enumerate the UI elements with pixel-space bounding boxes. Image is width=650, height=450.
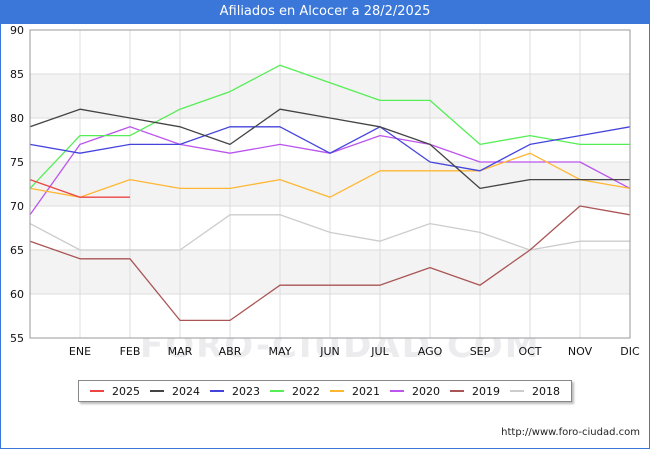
y-axis-tick-labels: 55 60 65 70 75 80 85 90 — [10, 24, 24, 345]
x-tick-label: AGO — [418, 345, 443, 358]
legend-label: 2025 — [112, 384, 140, 398]
legend-swatch — [150, 390, 164, 392]
y-tick-label: 65 — [10, 244, 24, 257]
legend-swatch — [90, 390, 104, 392]
chart-title: Afiliados en Alcocer a 28/2/2025 — [0, 0, 650, 24]
y-tick-label: 55 — [10, 332, 24, 345]
y-tick-label: 75 — [10, 156, 24, 169]
legend: 2025 2024 2023 2022 2021 2020 2019 2018 — [78, 380, 572, 402]
series-line-2023 — [29, 126, 631, 172]
legend-item-2025: 2025 — [90, 385, 140, 398]
legend-label: 2018 — [532, 384, 560, 398]
legend-item-2023: 2023 — [210, 385, 260, 398]
legend-label: 2023 — [232, 384, 260, 398]
plot-border — [29, 29, 631, 339]
x-tick-label: JUL — [370, 345, 389, 358]
legend-label: 2022 — [292, 384, 320, 398]
x-tick-label: NOV — [568, 345, 593, 358]
source-url[interactable]: http://www.foro-ciudad.com — [501, 427, 640, 438]
y-tick-label: 90 — [10, 24, 24, 37]
y-tick-label: 85 — [10, 68, 24, 81]
series-lines — [29, 64, 631, 322]
legend-swatch — [450, 390, 464, 392]
x-tick-label: JUN — [319, 345, 340, 358]
legend-swatch — [210, 390, 224, 392]
series-line-2021 — [29, 152, 631, 198]
x-axis-tick-labels: ENE FEB MAR ABR MAY JUN JUL AGO SEP OCT NOV DIC — [69, 345, 640, 358]
y-tick-label: 80 — [10, 112, 24, 125]
legend-label: 2020 — [412, 384, 440, 398]
x-tick-label: FEB — [120, 345, 141, 358]
y-tick-label: 60 — [10, 288, 24, 301]
series-line-2025 — [29, 178, 130, 198]
x-tick-label: MAR — [168, 345, 193, 358]
x-tick-label: SEP — [470, 345, 491, 358]
legend-swatch — [510, 390, 524, 392]
legend-swatch — [270, 390, 284, 392]
legend-label: 2024 — [172, 384, 200, 398]
legend-item-2018: 2018 — [510, 385, 560, 398]
x-tick-label: DIC — [620, 345, 640, 358]
legend-item-2020: 2020 — [390, 385, 440, 398]
x-tick-label: ENE — [69, 345, 91, 358]
legend-swatch — [330, 390, 344, 392]
legend-swatch — [390, 390, 404, 392]
x-tick-label: MAY — [269, 345, 292, 358]
legend-label: 2021 — [352, 384, 380, 398]
legend-item-2022: 2022 — [270, 385, 320, 398]
legend-label: 2019 — [472, 384, 500, 398]
x-tick-label: OCT — [518, 345, 541, 358]
legend-item-2021: 2021 — [330, 385, 380, 398]
series-line-2024 — [29, 108, 630, 190]
series-line-2022 — [29, 64, 630, 189]
series-line-2019 — [29, 205, 631, 322]
y-tick-label: 70 — [10, 200, 24, 213]
legend-item-2019: 2019 — [450, 385, 500, 398]
x-tick-label: ABR — [219, 345, 242, 358]
legend-item-2024: 2024 — [150, 385, 200, 398]
